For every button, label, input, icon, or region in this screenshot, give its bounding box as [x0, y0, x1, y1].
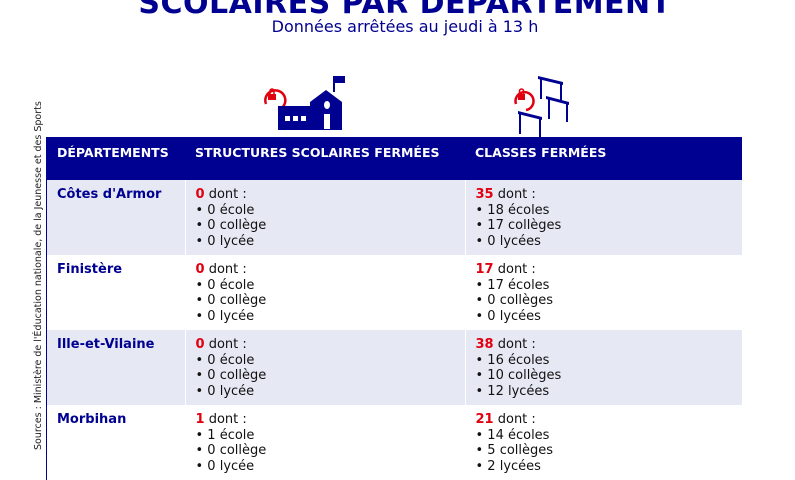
structures-cell: 0 dont : • 0 école • 0 collège • 0 lycée [184, 255, 465, 330]
dont-label: dont : [497, 412, 536, 427]
closures-table: DÉPARTEMENTS STRUCTURES SCOLAIRES FERMÉE… [47, 137, 742, 480]
structures-total: 0 [195, 187, 205, 202]
classes-item: • 17 collèges [475, 218, 562, 233]
page-subtitle: Données arrêtées au jeudi à 13 h [271, 17, 539, 36]
table-row: Morbihan 1 dont : • 1 école • 0 collège • 0 … [47, 405, 742, 480]
table-left-border [46, 137, 47, 480]
structures-total: 0 [195, 262, 205, 277]
dont-label: dont : [208, 187, 247, 202]
classes-item: • 18 écoles [475, 202, 550, 218]
classes-total: 21 [475, 412, 494, 427]
table-row: Ille-et-Vilaine 0 dont : • 0 école • 0 coll… [47, 330, 742, 405]
classes-cell: 38 dont : • 16 écoles • 10 collèges • 12 ly… [464, 330, 742, 405]
classes-item: • 5 collèges [475, 443, 554, 458]
structures-item: • 0 lycée [195, 383, 255, 399]
header-classes: CLASSES FERMÉES [465, 137, 742, 180]
classes-item: • 10 collèges [475, 368, 562, 383]
structures-item: • 0 lycée [195, 308, 255, 324]
table-row: Côtes d'Armor 0 dont : • 0 école • 0 collèg… [47, 180, 742, 255]
dont-label: dont : [497, 187, 536, 202]
department-name: Finistère [57, 262, 123, 277]
dont-label: dont : [497, 337, 536, 352]
classes-item: • 17 écoles [475, 277, 550, 293]
classes-item: • 16 écoles [475, 352, 550, 368]
header-structures: STRUCTURES SCOLAIRES FERMÉES [185, 137, 465, 180]
source-note: Sources : Ministère de l'Éducation natio… [33, 101, 44, 450]
table-header-row: DÉPARTEMENTS STRUCTURES SCOLAIRES FERMÉE… [47, 137, 742, 180]
department-name: Morbihan [57, 412, 127, 427]
structures-cell: 0 dont : • 0 école • 0 collège • 0 lycée [184, 180, 465, 255]
page-title: SCOLAIRES PAR DÉPARTEMENT [138, 0, 672, 21]
structures-item: • 0 lycée [195, 458, 255, 474]
dont-label: dont : [208, 262, 247, 277]
classes-item: • 2 lycées [475, 458, 541, 474]
classes-total: 35 [475, 187, 494, 202]
structures-item: • 0 école [195, 202, 255, 218]
classes-item: • 0 collèges [475, 293, 554, 308]
dont-label: dont : [208, 337, 247, 352]
structures-cell: 1 dont : • 1 école • 0 collège • 0 lycée [184, 405, 465, 480]
classes-item: • 14 écoles [475, 427, 550, 443]
dont-label: dont : [208, 412, 247, 427]
classes-item: • 12 lycées [475, 383, 550, 399]
structures-cell: 0 dont : • 0 école • 0 collège • 0 lycée [184, 330, 465, 405]
dont-label: dont : [497, 262, 536, 277]
structures-item: • 0 collège [195, 218, 267, 233]
classes-total: 38 [475, 337, 494, 352]
structures-total: 1 [195, 412, 205, 427]
classes-item: • 0 lycées [475, 308, 541, 324]
structures-item: • 0 lycée [195, 233, 255, 249]
classes-cell: 21 dont : • 14 écoles • 5 collèges • 2 lycé… [464, 405, 742, 480]
header-departements: DÉPARTEMENTS [47, 137, 185, 180]
classes-item: • 0 lycées [475, 233, 541, 249]
structures-item: • 0 école [195, 277, 255, 293]
school-building-lock-icon [264, 76, 345, 130]
structures-total: 0 [195, 337, 205, 352]
department-name: Côtes d'Armor [47, 180, 185, 255]
classes-cell: 35 dont : • 18 écoles • 17 collèges • 0 lyc… [464, 180, 742, 255]
desks-lock-icon [514, 76, 569, 138]
department-name: Ille-et-Vilaine [47, 330, 185, 405]
structures-item: • 0 école [195, 352, 255, 368]
classes-cell: 17 dont : • 17 écoles • 0 collèges • 0 lycé… [464, 255, 742, 330]
table-row: Finistère 0 dont : • 0 école • 0 collège • 0… [47, 255, 742, 330]
structures-item: • 0 collège [195, 293, 267, 308]
classes-total: 17 [475, 262, 494, 277]
structures-item: • 0 collège [195, 443, 267, 458]
structures-item: • 1 école [195, 427, 255, 443]
structures-item: • 0 collège [195, 368, 267, 383]
